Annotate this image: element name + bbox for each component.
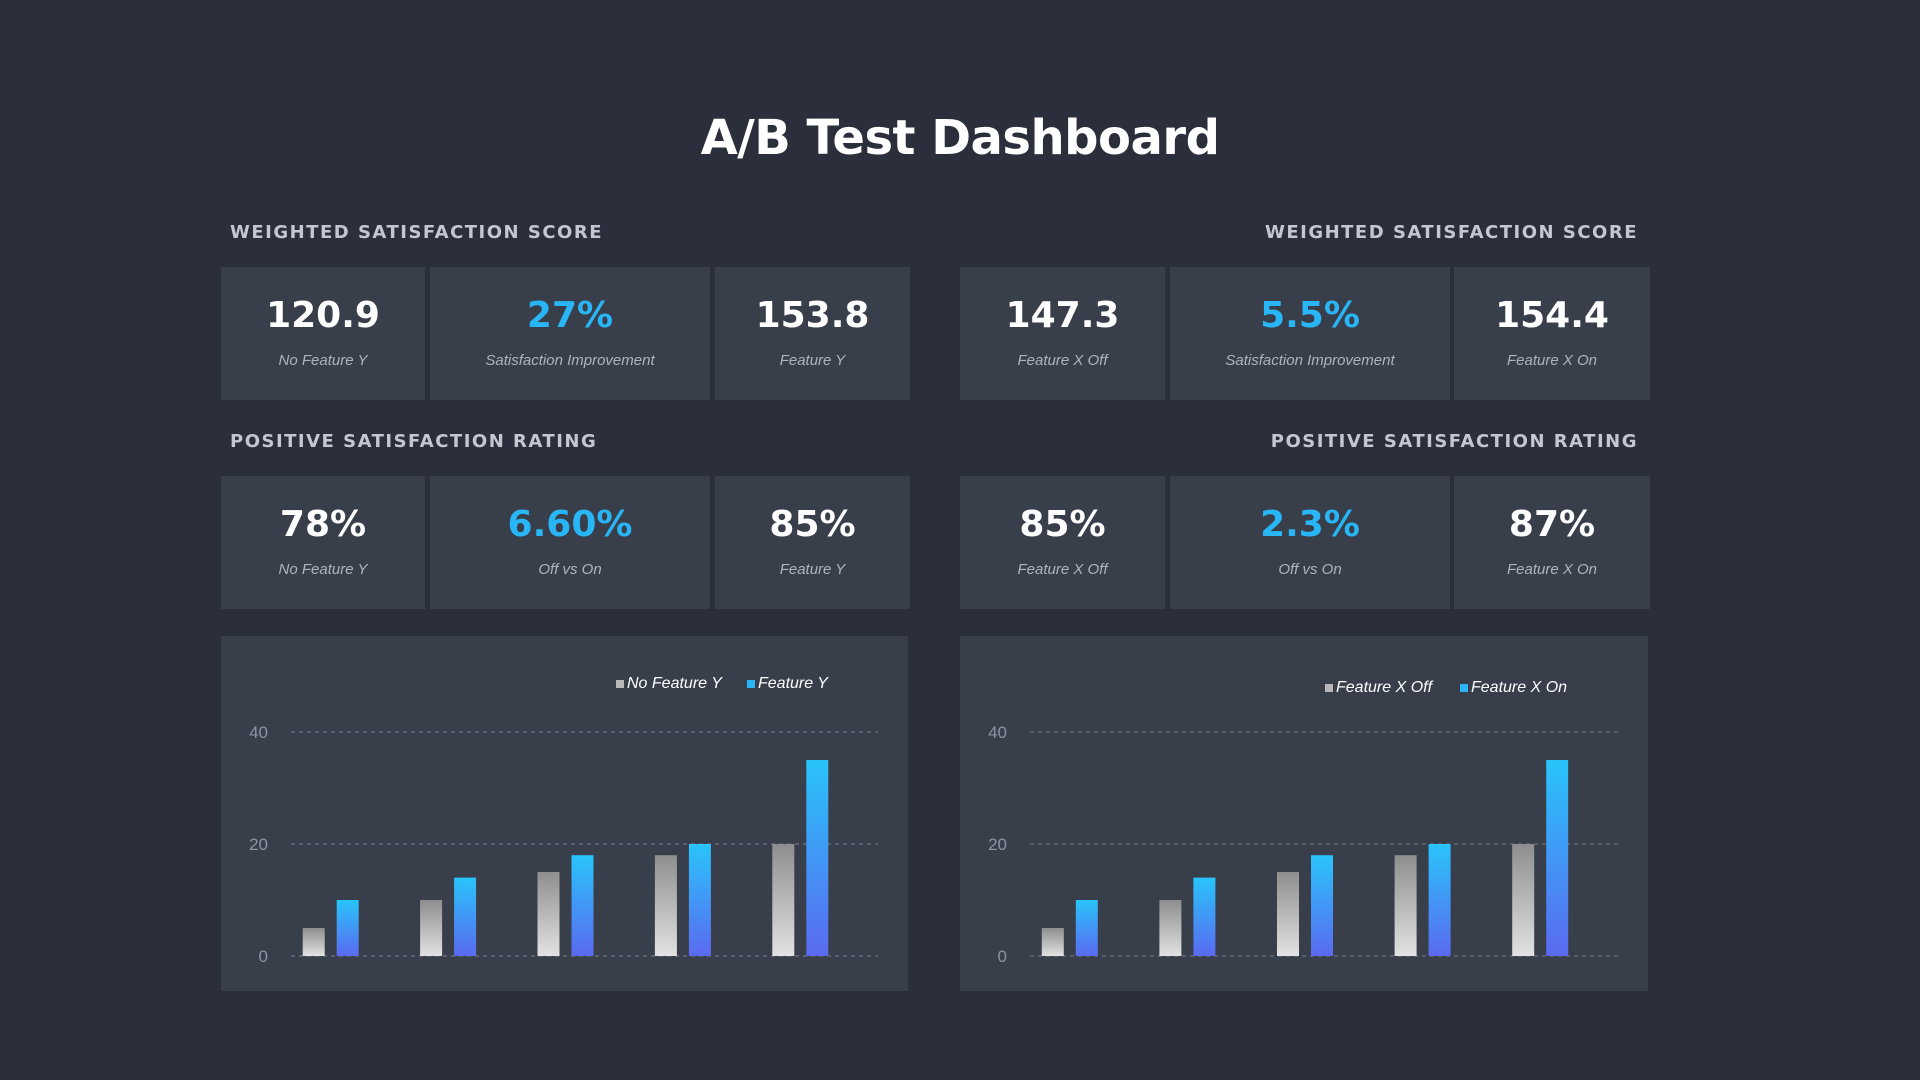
y-tick-label: 40 [988,723,1007,742]
right-weighted-card-1: 147.3 Feature X Off [960,267,1165,400]
right-weighted-card-3: 154.4 Feature X On [1454,267,1650,400]
right-bar-chart: 0 20 40 Feature X Off Feature X On [988,679,1618,966]
metric-value: 6.60% [507,504,633,545]
legend-swatch [747,680,755,688]
metric-caption: Feature Y [779,561,846,578]
bar-feature-3 [571,855,594,956]
metric-caption: Satisfaction Improvement [485,352,655,369]
metric-value: 87% [1508,504,1596,545]
bar-feature-5 [806,760,829,956]
y-tick-label: 20 [988,835,1007,854]
left-bar-chart: 0 20 40 No Feature Y Feature Y [249,675,878,966]
metric-value: 85% [1019,504,1106,545]
right-positive-card-2: 2.3% Off vs On [1170,476,1450,609]
right-weighted-card-2: 5.5% Satisfaction Improvement [1170,267,1450,400]
right-positive-label: POSITIVE SATISFACTION RATING [1270,431,1638,452]
metric-caption: Satisfaction Improvement [1225,352,1395,369]
legend-label: Feature X On [1471,679,1567,696]
legend-swatch [616,680,624,688]
metric-caption: Feature X Off [1017,561,1108,578]
metric-value: 27% [526,295,614,336]
metric-value: 153.8 [755,295,870,336]
bar-baseline-2 [1159,900,1182,956]
right-positive-card-1: 85% Feature X Off [960,476,1165,609]
bar-feature-3 [1311,855,1333,956]
bar-baseline-3 [537,872,560,956]
bar-baseline-5 [1512,844,1535,956]
metric-caption: Feature X On [1506,352,1598,369]
bar-feature-2 [1193,877,1216,956]
left-positive-card-3: 85% Feature Y [715,476,910,609]
bar-baseline-2 [420,900,443,956]
bar-feature-4 [1428,844,1451,956]
metric-caption: No Feature Y [278,352,368,369]
left-positive-card-1: 78% No Feature Y [221,476,425,609]
left-weighted-label: WEIGHTED SATISFACTION SCORE [230,222,604,243]
bar-baseline-4 [654,855,677,956]
right-bar-chart-panel: 0 20 40 Feature X Off Feature X On [960,636,1648,991]
legend-swatch [1325,684,1333,692]
legend-label: No Feature Y [627,675,723,692]
bar-baseline-1 [1041,928,1064,956]
bar-feature-1 [1075,900,1098,956]
legend-swatch [1460,684,1468,692]
metric-value: 5.5% [1260,295,1360,336]
metric-value: 85% [769,504,856,545]
right-weighted-label: WEIGHTED SATISFACTION SCORE [1264,222,1638,243]
left-weighted-card-1: 120.9 No Feature Y [221,267,425,400]
bar-baseline-5 [772,844,795,956]
y-tick-label: 0 [259,947,268,966]
left-weighted-card-3: 153.8 Feature Y [715,267,910,400]
y-tick-label: 20 [249,835,268,854]
left-positive-label: POSITIVE SATISFACTION RATING [230,431,598,452]
metric-caption: Feature X On [1506,561,1598,578]
page-title: A/B Test Dashboard [700,110,1220,166]
bar-feature-4 [688,844,711,956]
legend-label: Feature X Off [1336,679,1434,696]
bar-feature-2 [454,877,477,956]
y-tick-label: 40 [249,723,268,742]
right-positive-card-3: 87% Feature X On [1454,476,1650,609]
metric-caption: Feature X Off [1017,352,1108,369]
metric-caption: No Feature Y [278,561,368,578]
metric-value: 2.3% [1260,504,1360,545]
bar-feature-5 [1546,760,1569,956]
metric-value: 78% [279,504,367,545]
bar-feature-1 [336,900,359,956]
left-weighted-card-2: 27% Satisfaction Improvement [430,267,710,400]
metric-caption: Off vs On [1278,561,1342,578]
metric-value: 147.3 [1005,295,1120,336]
metric-value: 154.4 [1495,295,1609,336]
legend-label: Feature Y [758,675,829,692]
bar-baseline-4 [1394,855,1417,956]
metric-caption: Off vs On [538,561,602,578]
left-bar-chart-panel: 0 20 40 No Feature Y Feature Y [221,636,908,991]
metric-caption: Feature Y [779,352,846,369]
bar-baseline-1 [302,928,325,956]
left-positive-card-2: 6.60% Off vs On [430,476,710,609]
metric-value: 120.9 [266,295,380,336]
bar-baseline-3 [1277,872,1299,956]
y-tick-label: 0 [998,947,1007,966]
